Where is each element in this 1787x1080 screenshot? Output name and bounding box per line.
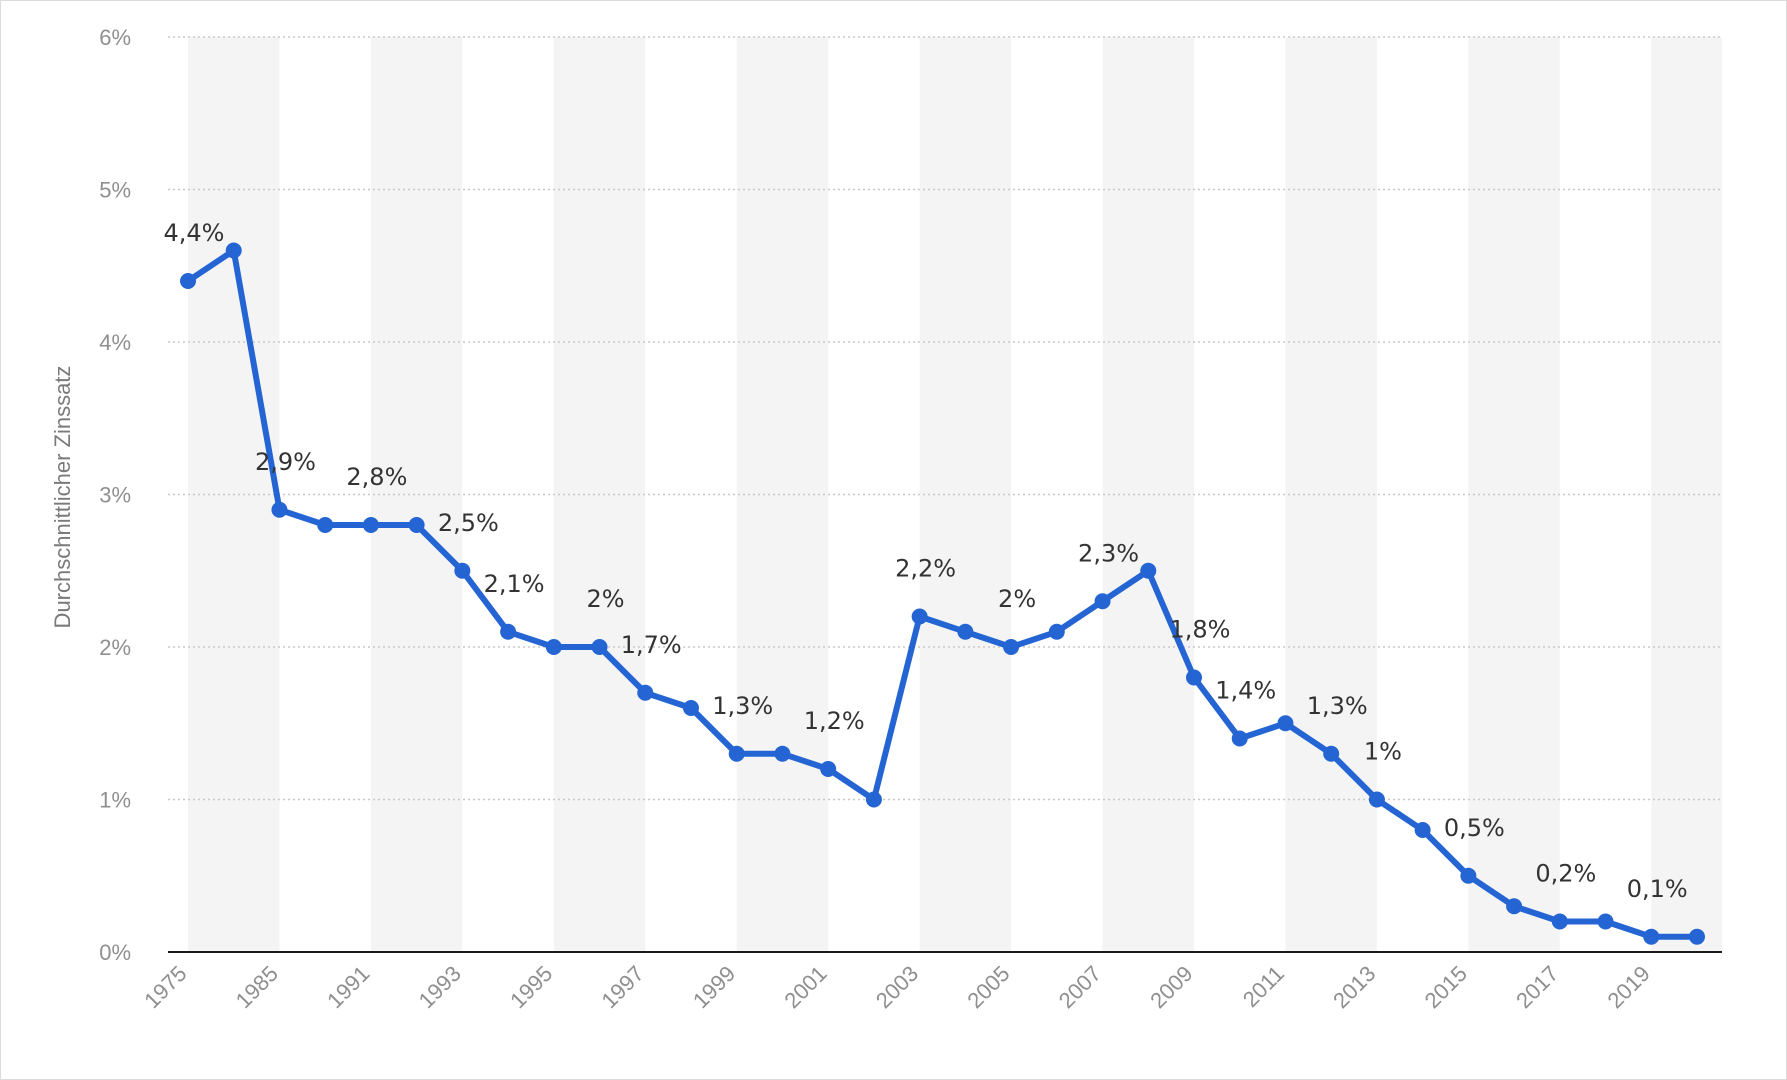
data-label: 0,5% xyxy=(1444,814,1505,842)
data-label: 1% xyxy=(1364,738,1402,766)
data-point xyxy=(1368,791,1385,808)
y-tick-label: 1% xyxy=(99,788,131,813)
data-point xyxy=(1460,867,1477,884)
series-path xyxy=(185,247,1700,940)
data-point xyxy=(728,745,745,762)
data-point xyxy=(408,517,425,533)
data-point xyxy=(820,761,837,777)
data-point xyxy=(1048,623,1065,640)
data-label: 1,2% xyxy=(804,707,865,735)
data-point xyxy=(1597,913,1614,930)
data-points xyxy=(180,242,1705,945)
x-tick-label: 2001 xyxy=(779,961,831,1013)
x-tick-label: 2011 xyxy=(1238,961,1289,1012)
data-label: 2% xyxy=(998,585,1036,613)
column-band xyxy=(1285,37,1377,952)
x-tick-label: 1995 xyxy=(505,961,557,1013)
data-point xyxy=(911,608,928,625)
y-axis-label: Durchschnittlicher Zinssatz xyxy=(50,366,75,629)
data-label: 1,8% xyxy=(1170,616,1231,644)
data-point xyxy=(500,623,517,640)
x-tick-label: 2003 xyxy=(871,961,923,1013)
data-label: 2,5% xyxy=(438,509,499,537)
x-tick-labels: 1975 1985 1991 1993 1995 1997 1999 2001 2003 2005… xyxy=(139,961,1655,1013)
x-tick-label: 1993 xyxy=(414,961,466,1013)
y-tick-label: 0% xyxy=(99,940,131,965)
y-tick-label: 4% xyxy=(99,330,131,355)
data-point xyxy=(1094,593,1111,610)
column-band xyxy=(370,37,463,952)
data-point xyxy=(865,791,882,808)
x-tick-label: 1975 xyxy=(139,961,191,1013)
x-tick-label: 2013 xyxy=(1328,961,1380,1013)
data-point xyxy=(454,562,471,579)
x-tick-label: 2009 xyxy=(1145,961,1197,1013)
y-tick-label: 3% xyxy=(99,483,131,508)
data-point xyxy=(1323,745,1340,762)
data-point xyxy=(1414,822,1431,838)
data-point xyxy=(271,501,288,518)
data-point xyxy=(225,242,242,259)
data-point xyxy=(683,700,699,716)
column-band xyxy=(1651,37,1722,952)
y-tick-labels: 0% 1% 2% 3% 4% 5% 6% xyxy=(99,25,131,965)
data-point xyxy=(1277,715,1294,732)
data-label: 0,1% xyxy=(1627,875,1688,903)
data-point xyxy=(545,639,562,655)
data-point xyxy=(362,517,379,533)
x-tick-label: 1985 xyxy=(231,961,283,1013)
data-point xyxy=(637,684,654,701)
data-point xyxy=(180,273,196,289)
data-label: 1,3% xyxy=(712,692,773,720)
data-point xyxy=(957,623,974,640)
data-point xyxy=(1506,898,1523,915)
y-tick-label: 6% xyxy=(99,25,131,50)
data-point xyxy=(1186,669,1202,686)
data-label: 4,4% xyxy=(164,219,225,247)
data-point xyxy=(1643,928,1660,945)
data-point xyxy=(317,517,334,533)
data-point xyxy=(591,639,608,655)
data-point xyxy=(1689,928,1705,945)
y-tick-label: 5% xyxy=(99,178,131,203)
x-tick-label: 1991 xyxy=(322,961,374,1013)
data-point xyxy=(1231,730,1248,747)
x-tick-label: 2019 xyxy=(1603,961,1655,1013)
data-labels: 4,4% 2,9% 2,8% 2,5% 2,1% 2% 1,7% 1,3% 1,2% 2,2% 2%… xyxy=(164,219,1688,903)
data-label: 2,3% xyxy=(1078,539,1139,567)
data-label: 2,1% xyxy=(484,570,545,598)
x-tick-label: 1997 xyxy=(597,961,649,1013)
x-tick-label: 2017 xyxy=(1511,961,1563,1013)
data-label: 2,9% xyxy=(255,448,316,476)
data-label: 2,2% xyxy=(895,555,956,583)
x-tick-label: 2015 xyxy=(1420,961,1472,1013)
data-label: 1,3% xyxy=(1307,692,1368,720)
x-tick-label: 2005 xyxy=(962,961,1014,1013)
y-gridlines xyxy=(168,36,1722,801)
column-band xyxy=(736,37,829,952)
data-label: 1,4% xyxy=(1215,677,1276,705)
data-label: 2% xyxy=(587,585,625,613)
series-line xyxy=(185,247,1700,940)
data-point xyxy=(1551,913,1568,930)
x-tick-label: 2007 xyxy=(1054,961,1106,1013)
y-tick-label: 2% xyxy=(99,635,131,660)
data-point xyxy=(1003,639,1020,655)
data-label: 2,8% xyxy=(346,463,407,491)
data-label: 0,2% xyxy=(1535,860,1596,888)
data-point xyxy=(774,745,791,762)
x-tick-label: 1999 xyxy=(688,961,740,1013)
data-label: 1,7% xyxy=(621,631,682,659)
data-point xyxy=(1140,562,1157,579)
